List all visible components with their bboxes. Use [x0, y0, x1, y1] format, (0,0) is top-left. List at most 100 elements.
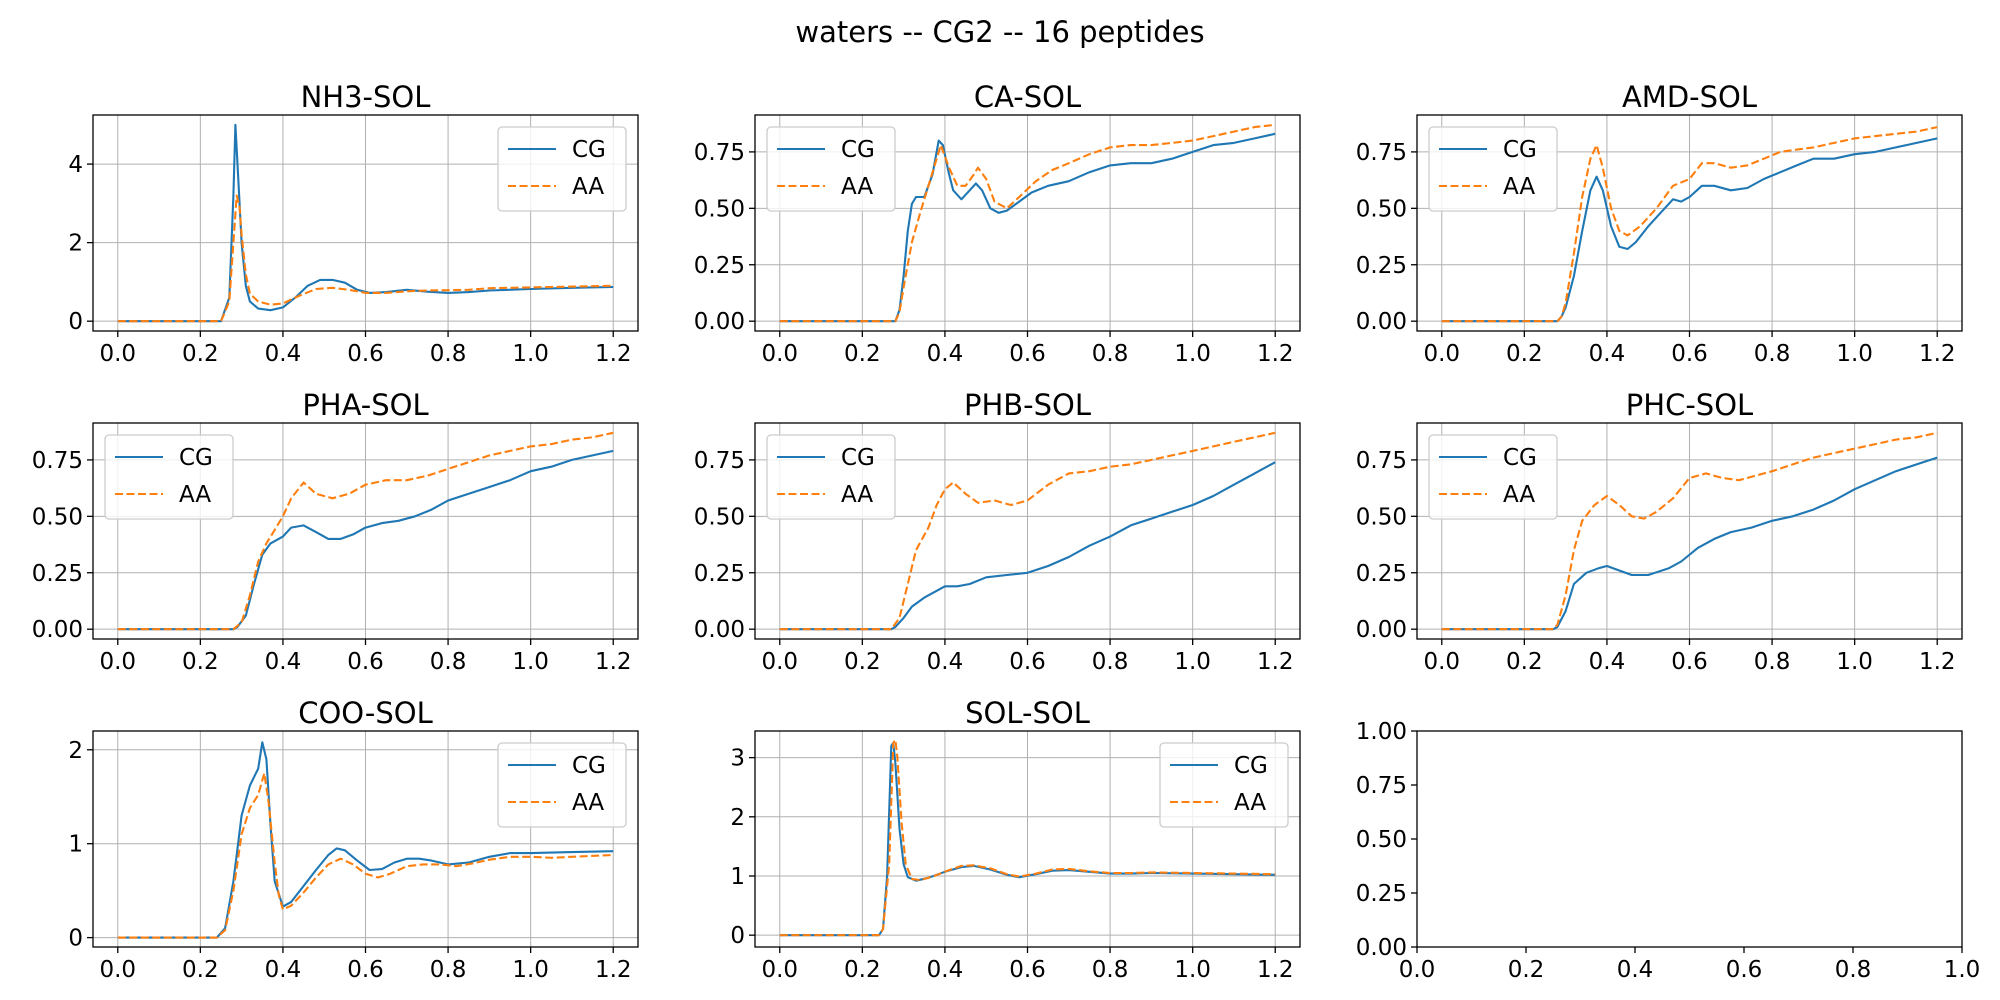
y-tick-label: 0.25	[1356, 253, 1407, 279]
legend-box	[766, 126, 896, 212]
y-tick-label: 1.00	[1356, 719, 1407, 745]
x-tick-label: 1.0	[1944, 957, 1981, 983]
subplot-ca-sol: 0.0 0.2 0.4 0.6 0.8 1.0 1.2 0.00 0.25 0.50 0.75 CA-…	[694, 80, 1301, 367]
x-tick-label: 0.6	[1009, 341, 1046, 367]
legend: CG AA	[104, 434, 234, 520]
x-tick-label: 0.6	[1671, 649, 1708, 675]
legend-label: CG	[1234, 753, 1268, 779]
y-tick-label: 0.25	[694, 561, 745, 587]
legend-label: AA	[1234, 790, 1266, 816]
x-tick-label: 0.2	[182, 341, 219, 367]
subplot-coo-sol: 0.0 0.2 0.4 0.6 0.8 1.0 1.2 0 1 2 COO-SOL CG AA	[68, 696, 639, 983]
series-line-aa	[117, 772, 614, 939]
legend-box	[766, 434, 896, 520]
x-tick-label: 0.2	[844, 649, 881, 675]
plot-frame	[92, 114, 639, 332]
y-tick-label: 0.75	[32, 448, 83, 474]
x-tick-label: 0.4	[927, 649, 964, 675]
x-tick-label: 1.2	[1919, 341, 1956, 367]
series-line-cg	[1441, 137, 1938, 323]
x-tick-label: 0.2	[1506, 341, 1543, 367]
subplot-title: PHB-SOL	[964, 388, 1091, 422]
x-tick-label: 0.4	[927, 957, 964, 983]
series-line-cg	[117, 123, 614, 323]
y-tick-label: 3	[730, 746, 745, 772]
x-tick-label: 1.0	[1836, 649, 1873, 675]
x-tick-label: 0.6	[347, 957, 384, 983]
x-tick-label: 1.0	[1174, 341, 1211, 367]
x-tick-label: 0.6	[1671, 341, 1708, 367]
legend-label: CG	[572, 137, 606, 163]
x-tick-label: 0.0	[1399, 957, 1436, 983]
plot-frame	[754, 730, 1301, 948]
subplot-title: CA-SOL	[974, 80, 1081, 114]
subplot-title: COO-SOL	[298, 696, 433, 730]
x-tick-label: 0.0	[1423, 649, 1460, 675]
subplot-title: PHA-SOL	[302, 388, 428, 422]
legend-label: AA	[179, 482, 211, 508]
x-tick-label: 0.6	[347, 649, 384, 675]
y-tick-label: 0.00	[694, 617, 745, 643]
x-tick-label: 0.4	[265, 341, 302, 367]
legend: CG AA	[766, 434, 896, 520]
subplot-phc-sol: 0.0 0.2 0.4 0.6 0.8 1.0 1.2 0.00 0.25 0.50 0.75 PHC…	[1356, 388, 1963, 675]
legend-label: CG	[841, 445, 875, 471]
x-tick-label: 0.0	[761, 341, 798, 367]
x-tick-label: 0.0	[99, 957, 136, 983]
legend-label: AA	[572, 790, 604, 816]
x-tick-label: 0.0	[761, 649, 798, 675]
subplot-title: AMD-SOL	[1622, 80, 1757, 114]
x-tick-label: 1.2	[595, 649, 632, 675]
x-tick-label: 0.0	[99, 341, 136, 367]
series-line-aa	[1441, 431, 1938, 631]
legend-label: CG	[572, 753, 606, 779]
x-tick-label: 0.8	[430, 341, 467, 367]
x-tick-label: 0.4	[927, 341, 964, 367]
x-tick-label: 0.0	[761, 957, 798, 983]
plot-frame	[92, 730, 639, 948]
x-tick-label: 0.2	[844, 341, 881, 367]
legend-box	[1428, 126, 1558, 212]
x-tick-label: 0.2	[182, 957, 219, 983]
y-tick-label: 0.25	[32, 561, 83, 587]
y-tick-label: 0.75	[694, 140, 745, 166]
subplot-pha-sol: 0.0 0.2 0.4 0.6 0.8 1.0 1.2 0.00 0.25 0.50 0.75 PHA…	[32, 388, 639, 675]
series-line-cg	[779, 461, 1276, 631]
y-tick-label: 0.00	[694, 309, 745, 335]
subplot-nh3-sol: 0.0 0.2 0.4 0.6 0.8 1.0 1.2 0 2 4 NH3-SOL CG AA	[68, 80, 639, 367]
x-tick-label: 0.2	[182, 649, 219, 675]
x-tick-label: 0.4	[265, 649, 302, 675]
legend: CG AA	[1159, 742, 1289, 828]
y-tick-label: 1	[730, 864, 745, 890]
x-tick-label: 1.0	[1836, 341, 1873, 367]
x-tick-label: 0.6	[1009, 957, 1046, 983]
series-line-cg	[117, 449, 614, 631]
x-tick-label: 1.2	[1257, 341, 1294, 367]
legend-box	[1428, 434, 1558, 520]
legend-label: AA	[1503, 174, 1535, 200]
y-tick-label: 0.25	[1356, 881, 1407, 907]
legend-box	[497, 742, 627, 828]
legend: CG AA	[497, 126, 627, 212]
x-tick-label: 0.6	[347, 341, 384, 367]
x-tick-label: 0.4	[1589, 649, 1626, 675]
legend-box	[497, 126, 627, 212]
x-tick-label: 0.8	[1092, 341, 1129, 367]
x-tick-label: 1.2	[1257, 649, 1294, 675]
y-tick-label: 2	[730, 805, 745, 831]
y-tick-label: 0.00	[1356, 309, 1407, 335]
x-tick-label: 1.2	[595, 957, 632, 983]
series-line-cg	[117, 741, 614, 939]
x-tick-label: 1.0	[512, 649, 549, 675]
x-tick-label: 0.8	[1092, 957, 1129, 983]
x-tick-label: 1.2	[1257, 957, 1294, 983]
y-tick-label: 0.00	[1356, 617, 1407, 643]
subplot-title: PHC-SOL	[1626, 388, 1753, 422]
subplot-sol-sol: 0.0 0.2 0.4 0.6 0.8 1.0 1.2 0 1 2 3 SOL-SOL CG AA	[730, 696, 1301, 983]
y-tick-label: 4	[68, 152, 83, 178]
y-tick-label: 0.50	[694, 196, 745, 222]
x-tick-label: 0.8	[1754, 649, 1791, 675]
x-tick-label: 0.8	[1835, 957, 1872, 983]
series-line-aa	[779, 431, 1276, 631]
y-tick-label: 0.50	[32, 504, 83, 530]
